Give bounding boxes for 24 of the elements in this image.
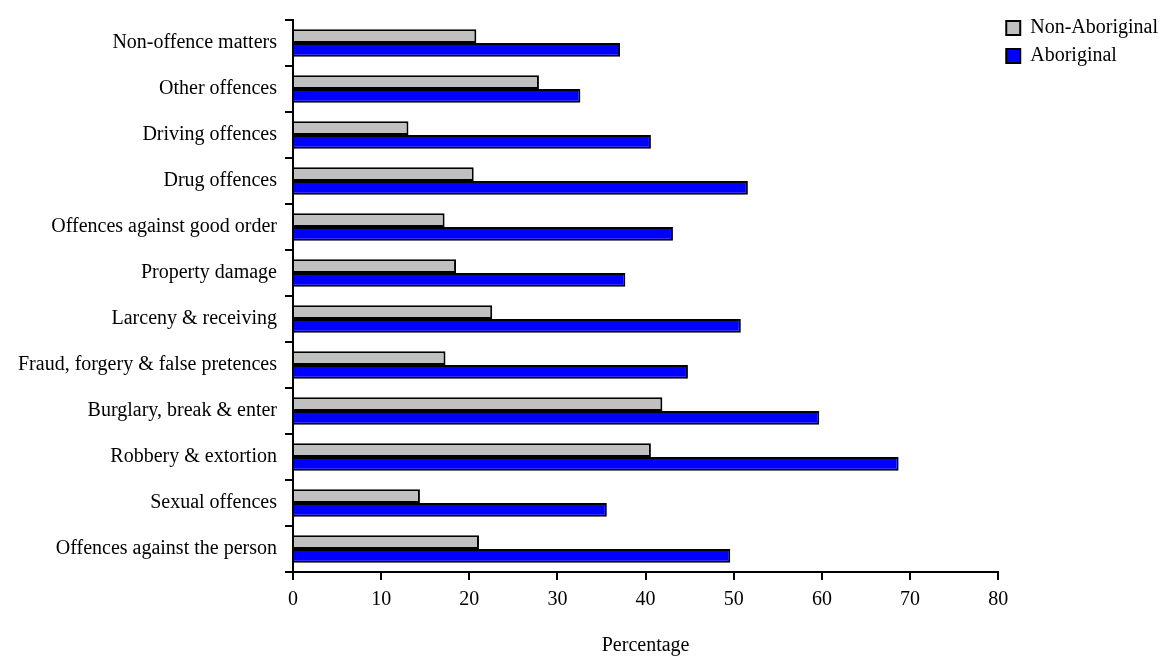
x-tick-label: 0 bbox=[287, 587, 298, 610]
y-tick-label: Driving offences bbox=[142, 122, 278, 146]
x-tick-label: 30 bbox=[547, 587, 568, 610]
y-tick-label: Offences against the person bbox=[55, 536, 277, 560]
x-tick-label: 70 bbox=[900, 587, 921, 610]
legend-label: Non-Aboriginal bbox=[1030, 15, 1159, 39]
y-tick-label: Robbery & extortion bbox=[110, 444, 277, 468]
y-tick-label: Burglary, break & enter bbox=[87, 398, 278, 422]
y-tick-label: Drug offences bbox=[163, 168, 278, 192]
x-tick-label: 20 bbox=[459, 587, 480, 610]
x-tick-label: 40 bbox=[635, 587, 656, 610]
y-tick-label: Sexual offences bbox=[150, 490, 278, 513]
y-tick-label: Property damage bbox=[140, 260, 278, 284]
legend-label: Aboriginal bbox=[1030, 43, 1118, 67]
y-tick-label: Fraud, forgery & false pretences bbox=[17, 352, 278, 376]
x-tick-label: 80 bbox=[988, 587, 1009, 610]
y-tick-label: Non-offence matters bbox=[112, 30, 278, 53]
y-tick-label: Offences against good order bbox=[51, 214, 278, 238]
x-tick-label: 50 bbox=[723, 587, 744, 610]
x-axis-title: Percentage bbox=[601, 633, 690, 657]
x-tick-label: 10 bbox=[371, 587, 392, 610]
x-tick-label: 60 bbox=[811, 587, 832, 610]
y-tick-label: Larceny & receiving bbox=[111, 306, 277, 330]
y-tick-label: Other offences bbox=[159, 76, 278, 99]
